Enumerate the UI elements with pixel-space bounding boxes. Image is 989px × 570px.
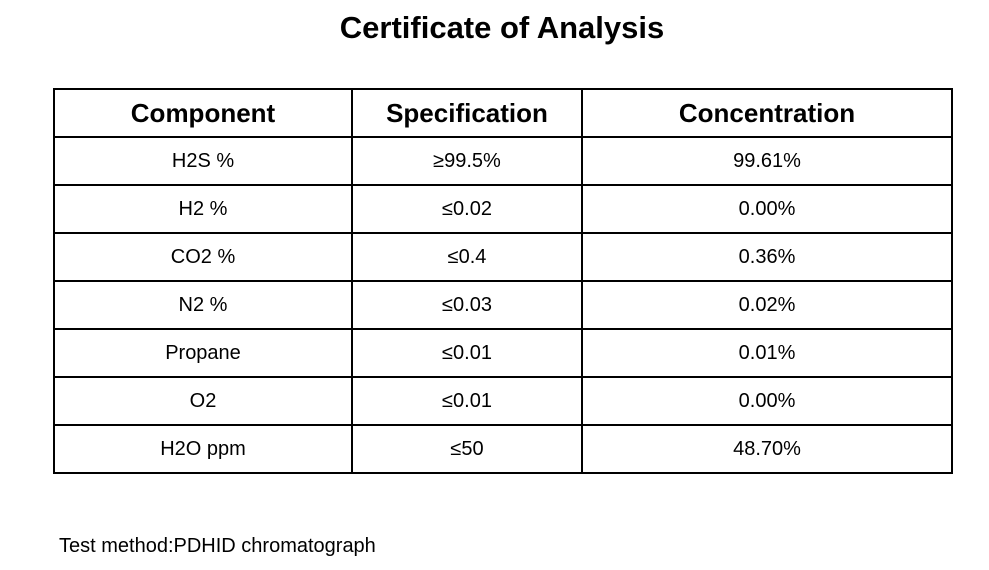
specification-cell: ≤50	[351, 424, 583, 474]
concentration-cell: 0.02%	[581, 280, 953, 330]
header-component: Component	[53, 88, 353, 138]
specification-cell: ≥99.5%	[351, 136, 583, 186]
table-row: H2S % ≥99.5% 99.61%	[53, 136, 953, 186]
component-cell: O2	[53, 376, 353, 426]
concentration-cell: 48.70%	[581, 424, 953, 474]
concentration-cell: 0.36%	[581, 232, 953, 282]
component-cell: H2O ppm	[53, 424, 353, 474]
component-cell: H2 %	[53, 184, 353, 234]
header-specification: Specification	[351, 88, 583, 138]
component-cell: Propane	[53, 328, 353, 378]
table-row: CO2 % ≤0.4 0.36%	[53, 232, 953, 282]
table-row: O2 ≤0.01 0.00%	[53, 376, 953, 426]
component-cell: H2S %	[53, 136, 353, 186]
table-row: N2 % ≤0.03 0.02%	[53, 280, 953, 330]
test-method-note: Test method:PDHID chromatograph	[59, 535, 376, 557]
specification-cell: ≤0.01	[351, 376, 583, 426]
specification-cell: ≤0.03	[351, 280, 583, 330]
concentration-cell: 0.00%	[581, 184, 953, 234]
component-cell: CO2 %	[53, 232, 353, 282]
header-concentration: Concentration	[581, 88, 953, 138]
specification-cell: ≤0.01	[351, 328, 583, 378]
table-row: Propane ≤0.01 0.01%	[53, 328, 953, 378]
component-cell: N2 %	[53, 280, 353, 330]
table-row: H2O ppm ≤50 48.70%	[53, 424, 953, 474]
concentration-cell: 99.61%	[581, 136, 953, 186]
document-title: Certificate of Analysis	[339, 10, 665, 45]
specification-cell: ≤0.4	[351, 232, 583, 282]
analysis-table: Component Specification Concentration H2…	[53, 88, 953, 474]
table-row: H2 % ≤0.02 0.00%	[53, 184, 953, 234]
concentration-cell: 0.01%	[581, 328, 953, 378]
specification-cell: ≤0.02	[351, 184, 583, 234]
table-header-row: Component Specification Concentration	[53, 88, 953, 138]
concentration-cell: 0.00%	[581, 376, 953, 426]
